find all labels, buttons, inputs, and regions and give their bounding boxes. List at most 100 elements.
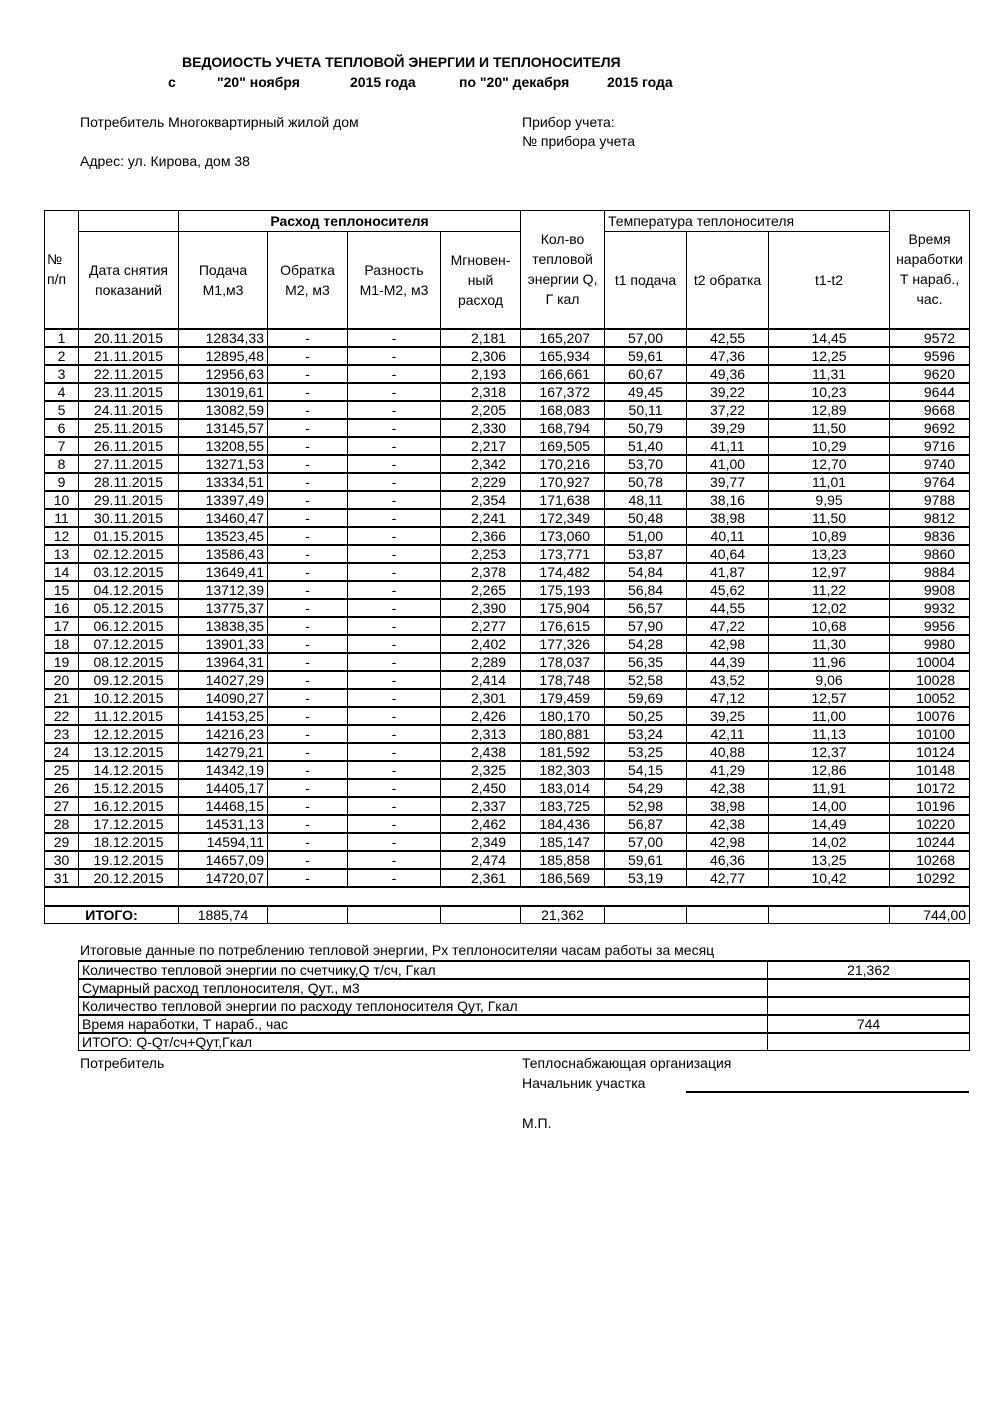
footer-consumer: Потребитель [80,1054,165,1071]
cell-t1-supply: 49,45 [604,381,688,401]
cell-instant-flow: 2,349 [439,831,522,851]
cell-m2-return: - [267,795,348,815]
table-row: 2 21.11.2015 12895,48- -2,306 165,934 59,61 47… [44,345,971,365]
cell-instant-flow: 2,318 [439,381,522,401]
cell-m1-supply: 13397,49 [178,489,268,509]
cell-m1-supply: 12895,48 [178,345,268,365]
cell-t1-supply: 51,40 [604,435,688,455]
cell-date: 20.12.2015 [78,867,179,887]
cell-hours: 10148 [889,759,971,779]
cell-hours: 10220 [889,813,971,833]
cell-t-diff: 11,31 [768,363,891,383]
cell-m1-supply: 13649,41 [178,561,268,581]
cell-m2-return: - [267,345,348,365]
cell-m2-return: - [267,507,348,527]
cell-t-diff: 12,37 [768,741,891,761]
footer-supplier: Теплоснабжающая организация [522,1054,732,1071]
cell-t2-return: 38,98 [686,507,770,527]
cell-heat-qty: 181,592 [520,741,606,761]
cell-m1-m2-diff: - [347,345,441,365]
cell-hours: 10028 [889,669,971,689]
cell-hours: 9764 [889,471,971,491]
cell-row-number: 15 [44,579,79,599]
cell-date: 26.11.2015 [78,435,179,455]
cell-row-number: 24 [44,741,79,761]
cell-t2-return: 39,25 [686,705,770,725]
cell-date: 07.12.2015 [78,633,179,653]
table-row: 4 23.11.2015 13019,61- -2,318 167,372 49,45 39… [44,381,971,401]
cell-empty [768,904,891,924]
cell-date: 20.11.2015 [78,327,179,347]
cell-t2-return: 47,22 [686,615,770,635]
cell-heat-qty: 173,771 [520,543,606,563]
cell-row-number: 16 [44,597,79,617]
cell-m1-m2-diff: - [347,795,441,815]
cell-date: 17.12.2015 [78,813,179,833]
cell-m2-return: - [267,327,348,347]
cell-t1-supply: 57,90 [604,615,688,635]
cell-hours: 10052 [889,687,971,707]
cell-row-number: 22 [44,705,79,725]
table-row: 6 25.11.2015 13145,57- -2,330 168,794 50,79 39… [44,417,971,437]
cell-m1-m2-diff: - [347,705,441,725]
cell-instant-flow: 2,181 [439,327,522,347]
cell-t-diff: 10,42 [768,867,891,887]
cell-heat-qty: 175,904 [520,597,606,617]
col-header-t1: t1 подача [604,231,688,329]
summary-row: Количество тепловой энергии по счетчику,… [78,959,970,979]
cell-t2-return: 37,22 [686,399,770,419]
summary-value [767,1031,970,1051]
cell-t1-supply: 57,00 [604,327,688,347]
cell-m2-return: - [267,381,348,401]
cell-m2-return: - [267,633,348,653]
cell-date: 04.12.2015 [78,579,179,599]
cell-row-number: 4 [44,381,79,401]
footer-stamp: М.П. [522,1114,552,1131]
summary-row: Время наработки, Т нараб., час 744 [78,1013,970,1033]
cell-t2-return: 42,98 [686,831,770,851]
cell-heat-qty: 175,193 [520,579,606,599]
cell-m2-return: - [267,561,348,581]
cell-t2-return: 49,36 [686,363,770,383]
cell-heat-qty: 183,014 [520,777,606,797]
cell-t2-return: 40,88 [686,741,770,761]
cell-m1-supply: 14342,19 [178,759,268,779]
col-header-heat-qty: Кол-во тепловой энергии Q, Г кал [520,210,606,329]
cell-hours: 9884 [889,561,971,581]
summary-label: Сумарный расход теплоносителя, Qут., м3 [78,977,768,997]
cell-t1-supply: 56,57 [604,597,688,617]
cell-m1-supply: 13271,53 [178,453,268,473]
cell-t2-return: 40,64 [686,543,770,563]
cell-instant-flow: 2,438 [439,741,522,761]
cell-m1-m2-diff: - [347,777,441,797]
cell-date: 14.12.2015 [78,759,179,779]
cell-heat-qty: 182,303 [520,759,606,779]
cell-m2-return: - [267,471,348,491]
cell-heat-qty: 178,037 [520,651,606,671]
cell-m1-m2-diff: - [347,831,441,851]
cell-t1-supply: 54,29 [604,777,688,797]
cell-t-diff: 12,57 [768,687,891,707]
cell-t2-return: 42,11 [686,723,770,743]
cell-t1-supply: 57,00 [604,831,688,851]
col-header-hours: Время наработки Т нараб., час. [889,210,971,329]
cell-hours: 10172 [889,777,971,797]
cell-t1-supply: 60,67 [604,363,688,383]
cell-heat-qty: 178,748 [520,669,606,689]
total-heat-qty: 21,362 [520,904,606,924]
cell-t-diff: 11,01 [768,471,891,491]
cell-t-diff: 11,22 [768,579,891,599]
summary-row: Количество тепловой энергии по расходу т… [78,995,970,1015]
consumer-info: Потребитель Многоквартирный жилой дом [80,114,359,130]
cell-instant-flow: 2,390 [439,597,522,617]
empty-row [43,885,971,906]
cell-m1-supply: 13901,33 [178,633,268,653]
cell-m2-return: - [267,489,348,509]
cell-hours: 9740 [889,453,971,473]
cell-date: 10.12.2015 [78,687,179,707]
total-m1: 1885,74 [178,904,268,924]
cell-date: 16.12.2015 [78,795,179,815]
table-row: 25 14.12.2015 14342,19- -2,325 182,303 54,15 4… [44,759,971,779]
cell-m1-supply: 12956,63 [178,363,268,383]
cell-date: 03.12.2015 [78,561,179,581]
